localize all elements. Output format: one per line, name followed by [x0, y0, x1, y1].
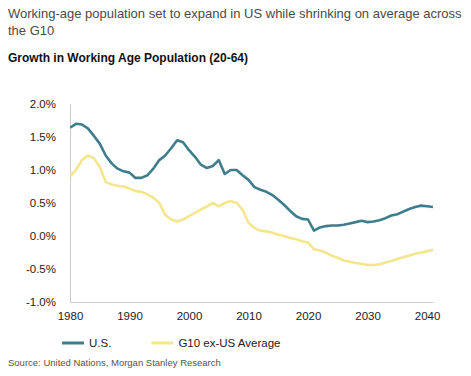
legend-label: U.S.: [89, 337, 111, 349]
y-tick: 0.5%: [30, 197, 70, 209]
legend-item: G10 ex-US Average: [151, 337, 280, 349]
lines: [70, 124, 433, 265]
x-tick-label: 2020: [296, 310, 322, 322]
x-tick-label: 2040: [415, 310, 441, 322]
x-tick-label: 1990: [117, 310, 143, 322]
series-line: [70, 124, 433, 231]
y-tick: 1.5%: [30, 131, 70, 143]
y-axis: -1.0% -0.5% 0.0% 0.5% 1.0% 1.5% 2.0%: [26, 98, 71, 308]
y-tick-label: -1.0%: [26, 296, 56, 308]
y-tick-label: 1.0%: [30, 164, 56, 176]
x-tick-label: 1980: [58, 310, 84, 322]
legend-swatch: [62, 342, 84, 345]
y-tick-label: -0.5%: [26, 263, 56, 275]
y-tick: 0.0%: [30, 230, 70, 242]
x-tick: 2030: [355, 302, 381, 322]
y-tick: 2.0%: [30, 98, 70, 110]
y-tick: -1.0%: [26, 296, 70, 308]
y-axis-line: [70, 105, 71, 303]
x-tick-label: 2000: [177, 310, 203, 322]
legend-swatch: [151, 342, 173, 345]
legend: U.S. G10 ex-US Average: [62, 337, 280, 349]
x-tick-label: 2030: [355, 310, 381, 322]
y-tick: -0.5%: [26, 263, 70, 275]
y-tick-label: 2.0%: [30, 98, 56, 110]
x-tick-label: 2010: [236, 310, 262, 322]
x-tick: 2010: [236, 302, 262, 322]
x-tick: 2040: [415, 302, 441, 322]
legend-item: U.S.: [62, 337, 111, 349]
source: Source: United Nations, Morgan Stanley R…: [8, 357, 221, 368]
x-axis: 1980 1990 2000 2010 2020 2030 2040: [58, 302, 441, 322]
x-tick: 1990: [117, 302, 143, 322]
legend-label: G10 ex-US Average: [178, 337, 280, 349]
y-tick: 1.0%: [30, 164, 70, 176]
title: Working-age population set to expand in …: [8, 6, 462, 38]
x-tick: 2000: [177, 302, 203, 322]
subtitle: Growth in Working Age Population (20-64): [8, 51, 248, 65]
chart: Working-age population set to expand in …: [0, 0, 471, 376]
x-tick: 2020: [296, 302, 322, 322]
y-tick-label: 1.5%: [30, 131, 56, 143]
y-tick-label: 0.0%: [30, 230, 56, 242]
x-tick: 1980: [58, 302, 84, 322]
y-tick-label: 0.5%: [30, 197, 56, 209]
x-axis-line: [71, 302, 434, 303]
